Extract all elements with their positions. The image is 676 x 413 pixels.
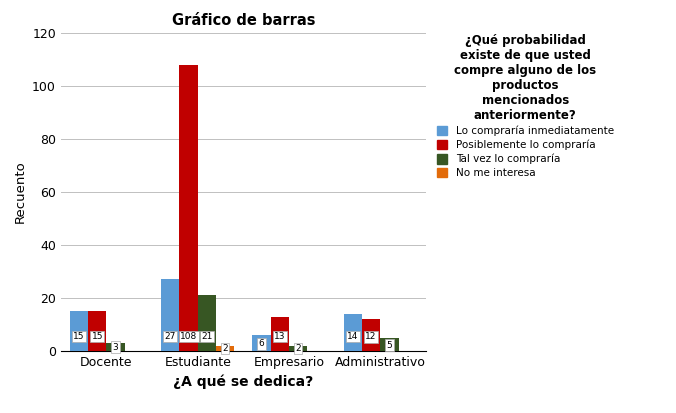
Bar: [253, 335, 270, 351]
Text: 27: 27: [165, 332, 176, 341]
Text: 12: 12: [366, 332, 377, 341]
Text: 15: 15: [73, 332, 85, 341]
Bar: [70, 311, 88, 351]
Bar: [289, 346, 307, 351]
Bar: [161, 280, 180, 351]
Text: 2: 2: [222, 344, 228, 353]
Text: 15: 15: [91, 332, 103, 341]
Text: 3: 3: [113, 342, 118, 351]
Text: 14: 14: [347, 332, 358, 341]
Bar: [270, 317, 289, 351]
Bar: [88, 311, 107, 351]
Bar: [107, 343, 124, 351]
X-axis label: ¿A qué se dedica?: ¿A qué se dedica?: [173, 375, 314, 389]
Y-axis label: Recuento: Recuento: [14, 161, 26, 223]
Text: 2: 2: [295, 344, 301, 353]
Legend: Lo compraría inmediatamente, Posiblemente lo compraría, Tal vez lo compraría, No: Lo compraría inmediatamente, Posiblement…: [435, 32, 616, 180]
Bar: [362, 319, 380, 351]
Text: 13: 13: [274, 332, 286, 341]
Text: 21: 21: [201, 332, 212, 341]
Bar: [380, 338, 399, 351]
Text: 5: 5: [387, 341, 392, 349]
Text: 108: 108: [180, 332, 197, 341]
Title: Gráfico de barras: Gráfico de barras: [172, 13, 315, 28]
Bar: [343, 314, 362, 351]
Bar: [198, 295, 216, 351]
Bar: [216, 346, 235, 351]
Text: 6: 6: [259, 339, 264, 349]
Bar: [180, 65, 198, 351]
